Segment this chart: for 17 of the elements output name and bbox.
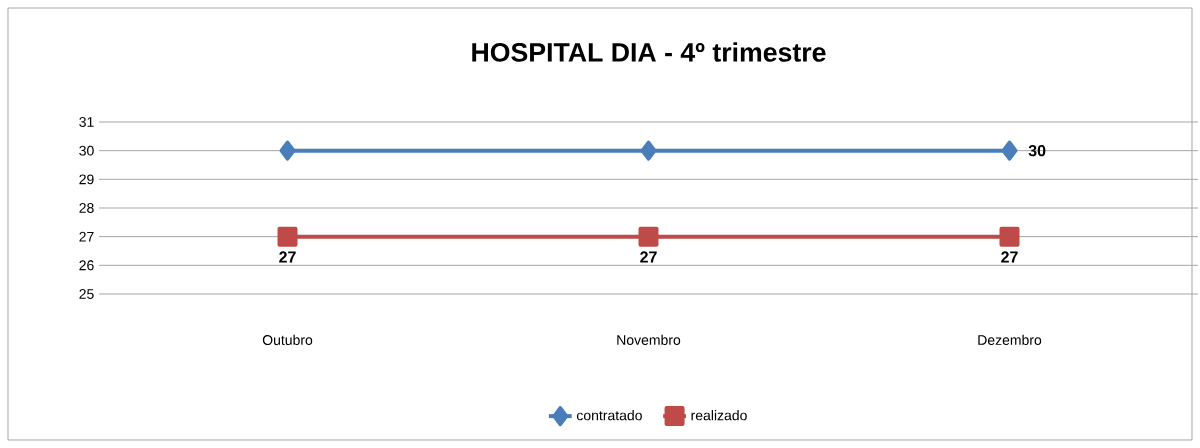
y-tick-label: 25 (79, 289, 94, 299)
chart-title: HOSPITAL DIA - 4º trimestre (472, 42, 826, 62)
data-label: 30 (1028, 144, 1046, 157)
y-tick-label: 28 (79, 203, 94, 213)
y-tick-label: 27 (79, 231, 94, 242)
y-tick-label: 26 (79, 260, 94, 271)
data-label: 27 (640, 251, 657, 263)
x-tick-label: Novembro (617, 334, 681, 345)
x-tick-label: Dezembro (978, 334, 1042, 345)
data-label: 27 (1001, 251, 1018, 263)
legend-label: contratado (576, 410, 642, 421)
y-tick-label: 31 (79, 117, 94, 127)
y-tick-label: 29 (79, 174, 94, 185)
data-label: 27 (279, 251, 296, 263)
legend-label: realizado (691, 410, 747, 421)
x-tick-label: Outubro (262, 334, 313, 345)
y-tick-label: 30 (79, 145, 94, 156)
